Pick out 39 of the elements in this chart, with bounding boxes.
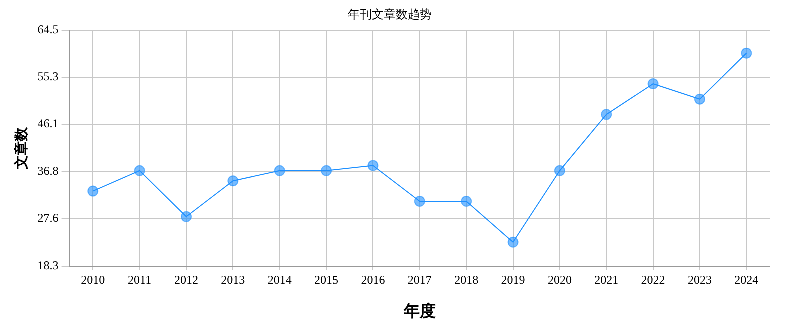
y-tick-label: 64.5: [38, 22, 59, 37]
point: [694, 94, 706, 105]
x-tick-label: 2018: [454, 272, 479, 287]
y-tick-label: 46.1: [38, 116, 59, 131]
x-tick-label: 2022: [641, 272, 666, 287]
point: [554, 165, 566, 176]
point: [601, 109, 612, 120]
y-tick-label: 55.3: [38, 70, 59, 84]
x-tick-label: 2010: [81, 272, 106, 287]
point: [508, 236, 519, 248]
point: [228, 176, 239, 187]
point: [368, 160, 379, 172]
point: [741, 48, 752, 59]
y-tick-label: 27.6: [38, 211, 59, 226]
point: [134, 165, 146, 176]
point: [648, 78, 659, 90]
x-tick-label: 2016: [361, 272, 386, 287]
y-tick-label: 36.8: [38, 164, 59, 178]
point: [274, 165, 286, 176]
x-tick-label: 2017: [408, 272, 432, 287]
chart-title: 年刊文章数趋势: [348, 7, 432, 22]
x-tick-label: 2024: [734, 272, 759, 287]
y-tick-label: 18.3: [38, 258, 59, 273]
x-tick-label: 2012: [174, 272, 198, 287]
x-tick-label: 2019: [501, 272, 526, 287]
x-tick-label: 2014: [268, 272, 292, 287]
x-tick-label: 2020: [548, 272, 572, 287]
x-tick-label: 2013: [221, 272, 246, 287]
point: [414, 196, 426, 208]
point: [461, 196, 472, 208]
x-tick-label: 2023: [688, 272, 712, 287]
x-tick-label: 2015: [314, 272, 339, 287]
x-tick-label: 2011: [128, 272, 152, 287]
x-axis-title: 年度: [402, 302, 436, 321]
y-axis-title: 文章数: [13, 126, 30, 170]
point: [88, 186, 99, 197]
x-tick-label: 2021: [594, 272, 619, 287]
point: [321, 165, 332, 176]
point: [181, 211, 192, 222]
